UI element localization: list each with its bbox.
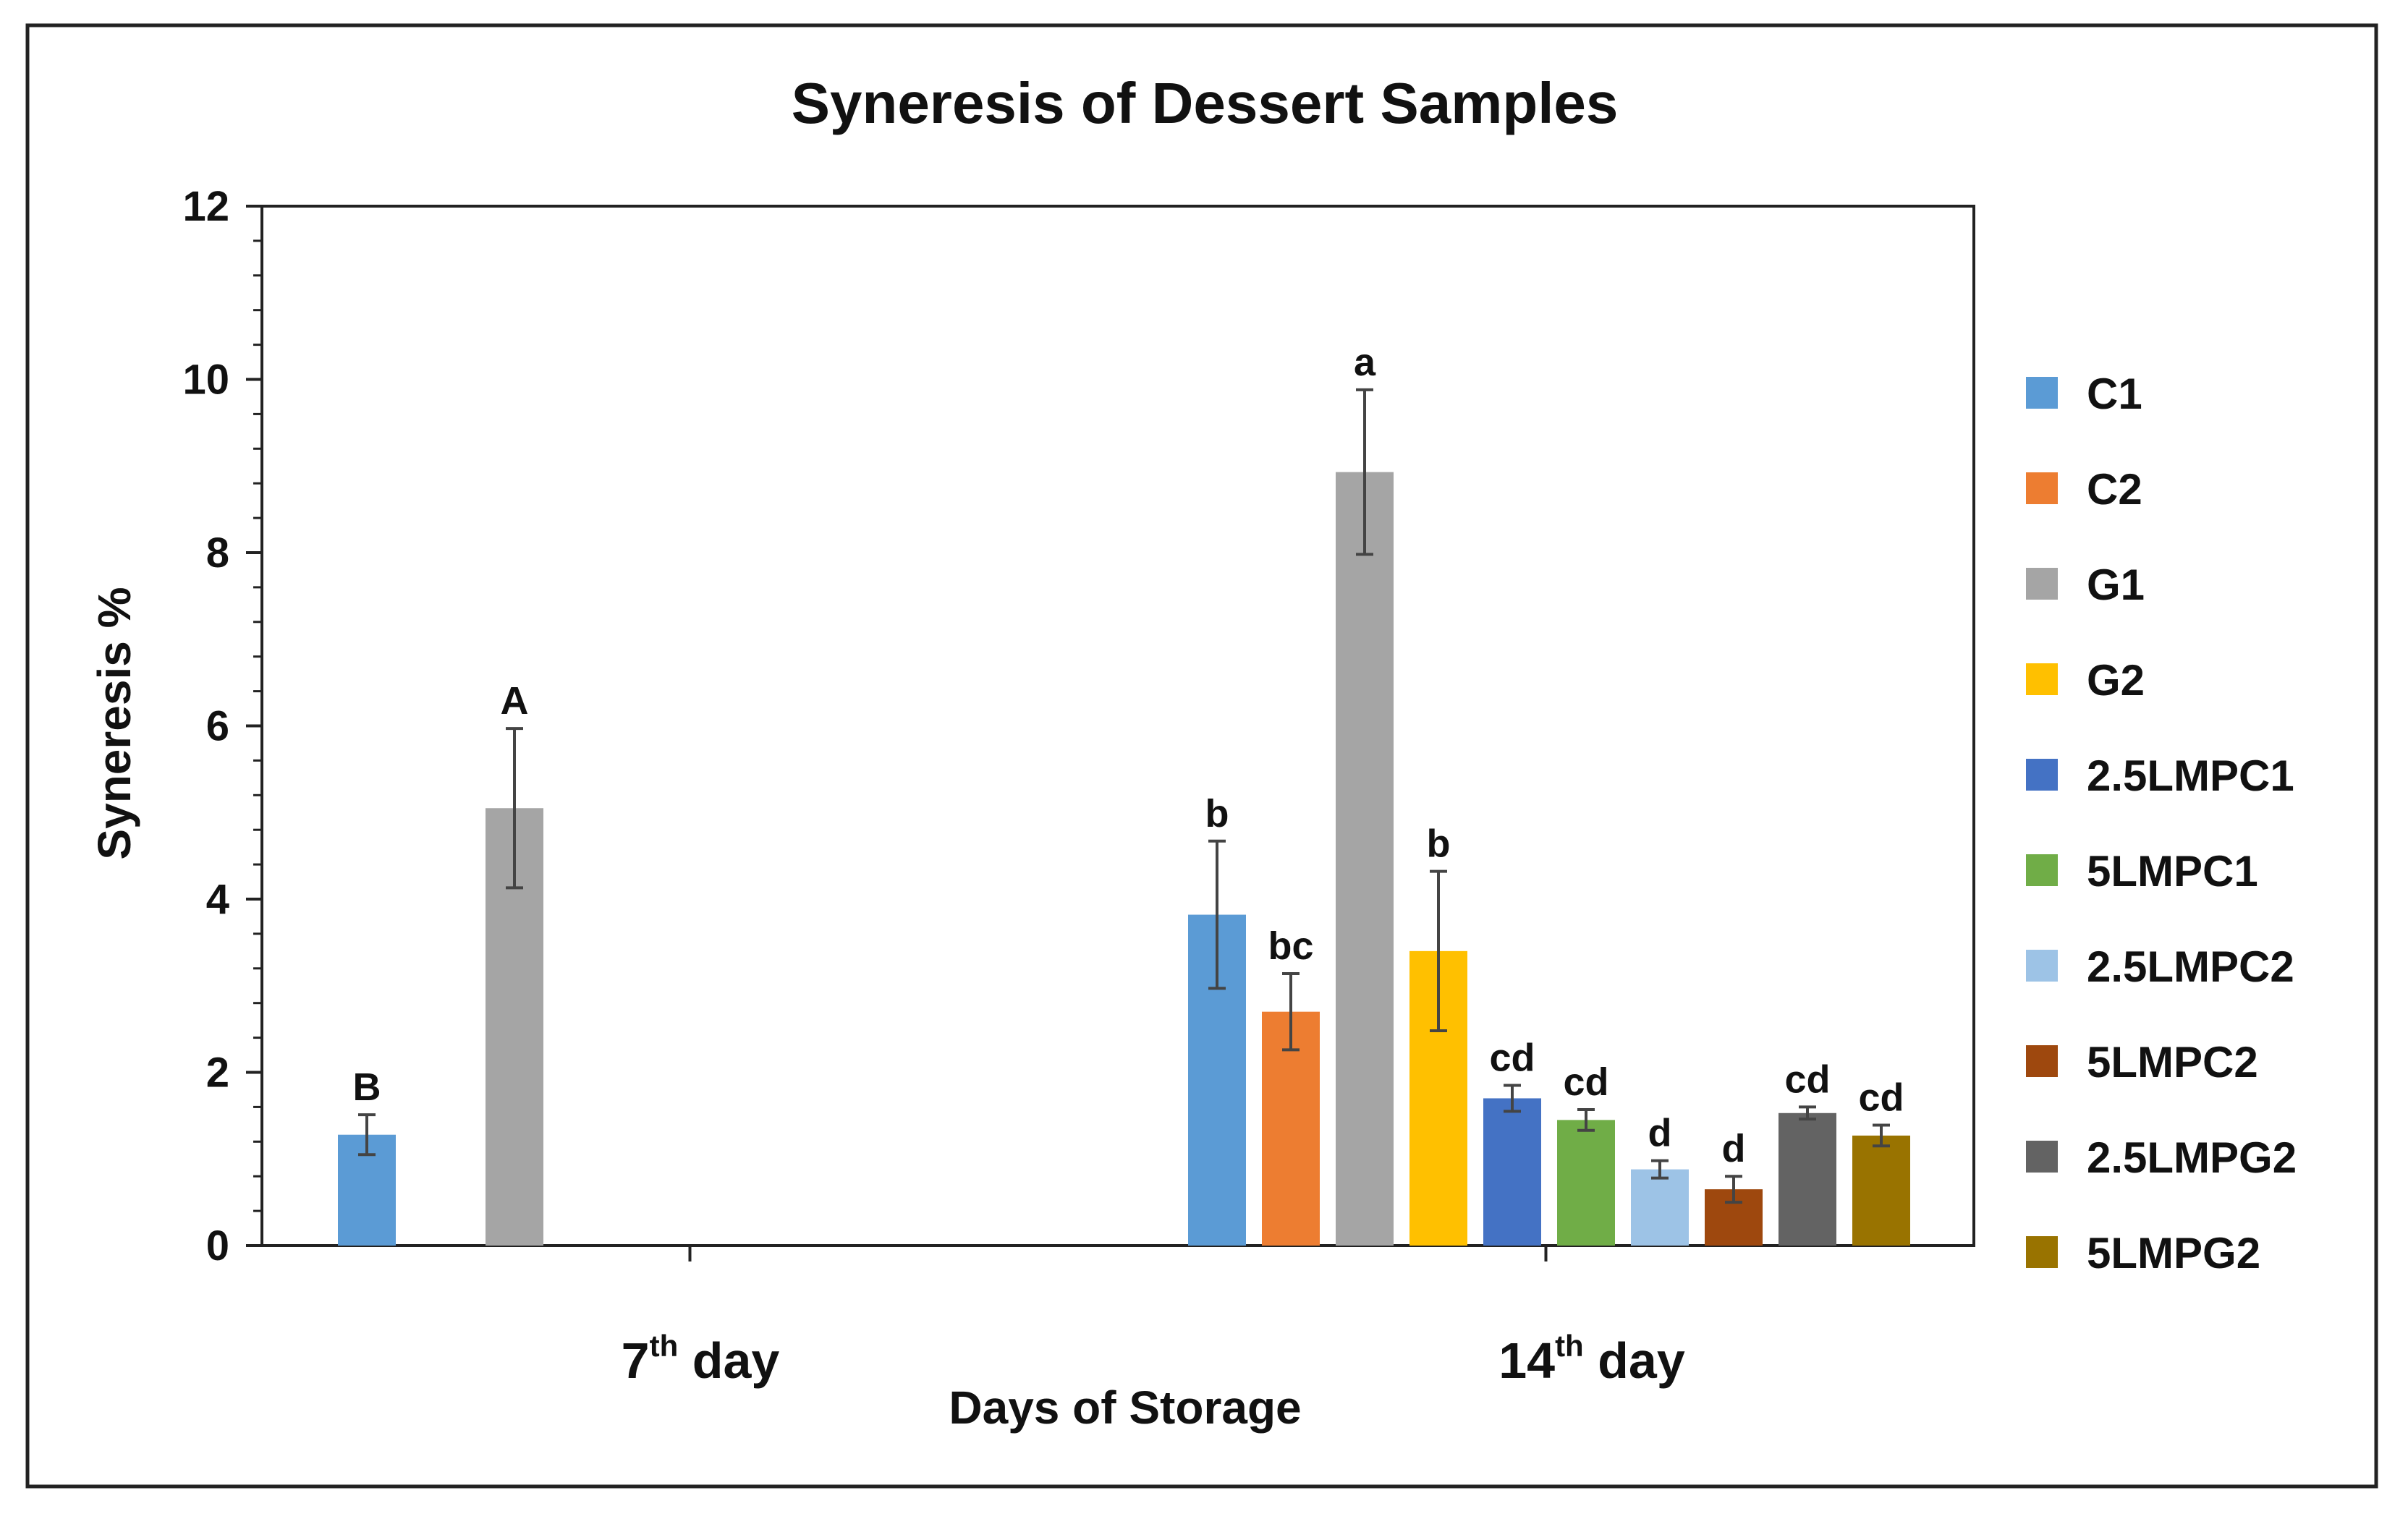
significance-letter: b	[1205, 792, 1229, 835]
x-category-label: 14th day	[1498, 1329, 1685, 1389]
legend-label-5LMPG2: 5LMPG2	[2087, 1229, 2260, 1277]
significance-letter: cd	[1489, 1036, 1535, 1079]
legend-label-G2: G2	[2087, 656, 2145, 705]
legend-swatch-5LMPC2	[2026, 1045, 2058, 1077]
x-axis: 7th day 14th day	[622, 1246, 1685, 1389]
legend-label-G1: G1	[2087, 561, 2145, 609]
bar-2.5LMPG2-14th-day	[1779, 1112, 1836, 1246]
legend-swatch-G2	[2026, 663, 2058, 695]
legend-swatch-2.5LMPC1	[2026, 759, 2058, 791]
legend-swatch-C1	[2026, 377, 2058, 409]
bar-5LMPG2-14th-day	[1852, 1135, 1910, 1246]
legend-label-5LMPC1: 5LMPC1	[2087, 847, 2258, 895]
chart-title: Syneresis of Dessert Samples	[792, 71, 1619, 135]
legend-swatch-2.5LMPC2	[2026, 950, 2058, 982]
significance-letter: cd	[1858, 1076, 1904, 1120]
legend-label-2.5LMPC1: 2.5LMPC1	[2087, 752, 2294, 800]
bar-2.5LMPC2-14th-day	[1631, 1169, 1689, 1246]
y-axis-title: Syneresis %	[88, 587, 140, 859]
significance-letter: bc	[1268, 924, 1313, 968]
legend-label-C1: C1	[2087, 370, 2142, 418]
y-tick-label: 0	[206, 1222, 229, 1269]
legend-label-C2: C2	[2087, 465, 2142, 514]
significance-letter: cd	[1784, 1058, 1830, 1101]
significance-letter: B	[353, 1065, 381, 1109]
bar-5LMPC1-14th-day	[1557, 1120, 1615, 1246]
legend-label-2.5LMPG2: 2.5LMPG2	[2087, 1133, 2297, 1182]
legend-label-2.5LMPC2: 2.5LMPC2	[2087, 943, 2294, 991]
legend-swatch-2.5LMPG2	[2026, 1141, 2058, 1173]
legend-swatch-C2	[2026, 472, 2058, 504]
y-tick-label: 2	[206, 1050, 229, 1097]
legend-label-5LMPC2: 5LMPC2	[2087, 1038, 2258, 1086]
bar-G1-14th-day	[1336, 472, 1394, 1246]
significance-letter: b	[1427, 822, 1451, 866]
significance-letter: d	[1648, 1112, 1672, 1155]
y-tick-label: 8	[206, 529, 229, 576]
y-tick-label: 10	[182, 357, 229, 404]
y-tick-label: 12	[182, 183, 229, 230]
significance-letter: a	[1354, 341, 1376, 384]
bar-2.5LMPC1-14th-day	[1483, 1098, 1541, 1246]
x-axis-title: Days of Storage	[949, 1382, 1301, 1434]
legend: C1 C2 G1 G2 2.5LMPC1 5LMPC1 2.5LMPC2 5LMPC2 2.5L…	[2026, 370, 2297, 1277]
significance-letter: A	[501, 679, 529, 723]
y-tick-label: 6	[206, 703, 229, 750]
x-category-label: 7th day	[622, 1329, 780, 1389]
legend-swatch-5LMPC1	[2026, 854, 2058, 886]
y-axis: 0 2 4 6 8 10 12	[182, 183, 262, 1269]
y-tick-label: 4	[206, 876, 229, 923]
significance-letter: d	[1722, 1127, 1746, 1170]
legend-swatch-G1	[2026, 568, 2058, 600]
outer-frame	[25, 23, 2378, 1489]
legend-swatch-5LMPG2	[2026, 1236, 2058, 1268]
significance-letter: cd	[1563, 1060, 1608, 1104]
